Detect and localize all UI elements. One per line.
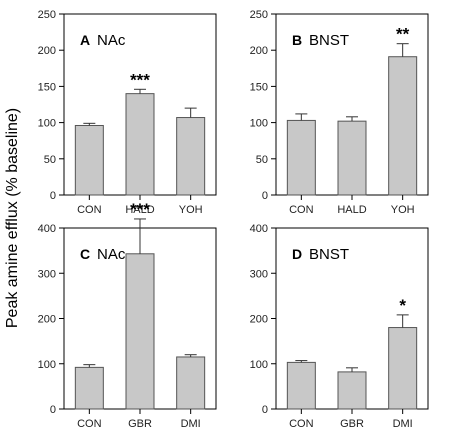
bar-gbr xyxy=(337,371,367,410)
panel-letter: A xyxy=(80,32,90,48)
category-label: YOH xyxy=(179,204,203,216)
y-tick-label: 0 xyxy=(50,190,56,202)
y-tick-label: 0 xyxy=(262,190,268,202)
bar-con xyxy=(286,361,316,410)
bar-hald xyxy=(337,120,367,196)
category-label: CON xyxy=(289,204,314,216)
y-tick-label: 100 xyxy=(38,118,56,130)
y-tick-label: 250 xyxy=(38,9,56,21)
y-tick-label: 50 xyxy=(44,154,56,166)
panel-d: 0 100 200 300 400 CON GBR DMI * D BNST xyxy=(250,223,429,430)
category-label: CON xyxy=(77,418,102,430)
panel-b: 0 50 100 150 200 250 CON HALD YOH ** B BNST xyxy=(250,9,429,216)
panel-letter: D xyxy=(292,246,302,262)
y-tick-label: 300 xyxy=(38,268,56,280)
significance-marker: ** xyxy=(396,25,410,44)
bar-hald xyxy=(125,93,155,196)
significance-marker: *** xyxy=(130,200,150,219)
panel-title: NAc xyxy=(97,246,126,263)
panel-letter: C xyxy=(80,246,90,262)
bar-dmi xyxy=(176,356,206,410)
bar-con xyxy=(74,366,104,410)
y-tick-label: 50 xyxy=(256,154,268,166)
category-label: YOH xyxy=(391,204,415,216)
y-tick-label: 100 xyxy=(38,359,56,371)
category-label: CON xyxy=(77,204,102,216)
significance-marker: * xyxy=(399,296,406,315)
y-tick-label: 0 xyxy=(262,404,268,416)
y-tick-label: 150 xyxy=(250,81,268,93)
y-tick-label: 100 xyxy=(250,359,268,371)
panel-title: BNST xyxy=(309,246,349,263)
panel-letter: B xyxy=(292,32,302,48)
bar-dmi xyxy=(388,327,418,410)
category-label: CON xyxy=(289,418,314,430)
y-tick-label: 150 xyxy=(38,81,56,93)
panel-title: NAc xyxy=(97,32,126,49)
y-tick-label: 200 xyxy=(38,314,56,326)
significance-marker: *** xyxy=(130,70,150,89)
y-tick-label: 200 xyxy=(38,45,56,57)
bar-con xyxy=(286,119,316,196)
bar-yoh xyxy=(388,56,418,196)
category-label: GBR xyxy=(128,418,152,430)
category-label: GBR xyxy=(340,418,364,430)
y-tick-label: 200 xyxy=(250,45,268,57)
category-label: DMI xyxy=(181,418,201,430)
y-tick-label: 400 xyxy=(38,223,56,235)
figure-y-axis-label: Peak amine efflux (% baseline) xyxy=(4,108,21,328)
category-label: HALD xyxy=(125,204,154,216)
category-label: HALD xyxy=(337,204,366,216)
bar-gbr xyxy=(125,253,155,410)
y-tick-label: 200 xyxy=(250,314,268,326)
category-label: DMI xyxy=(393,418,413,430)
bar-con xyxy=(74,124,104,196)
panel-c: 0 100 200 300 400 CON GBR *** DMI C NAc xyxy=(38,200,217,430)
bar-yoh xyxy=(176,117,206,196)
y-tick-label: 400 xyxy=(250,223,268,235)
y-tick-label: 0 xyxy=(50,404,56,416)
y-tick-label: 250 xyxy=(250,9,268,21)
panel-title: BNST xyxy=(309,32,349,49)
y-tick-label: 100 xyxy=(250,118,268,130)
y-tick-label: 300 xyxy=(250,268,268,280)
